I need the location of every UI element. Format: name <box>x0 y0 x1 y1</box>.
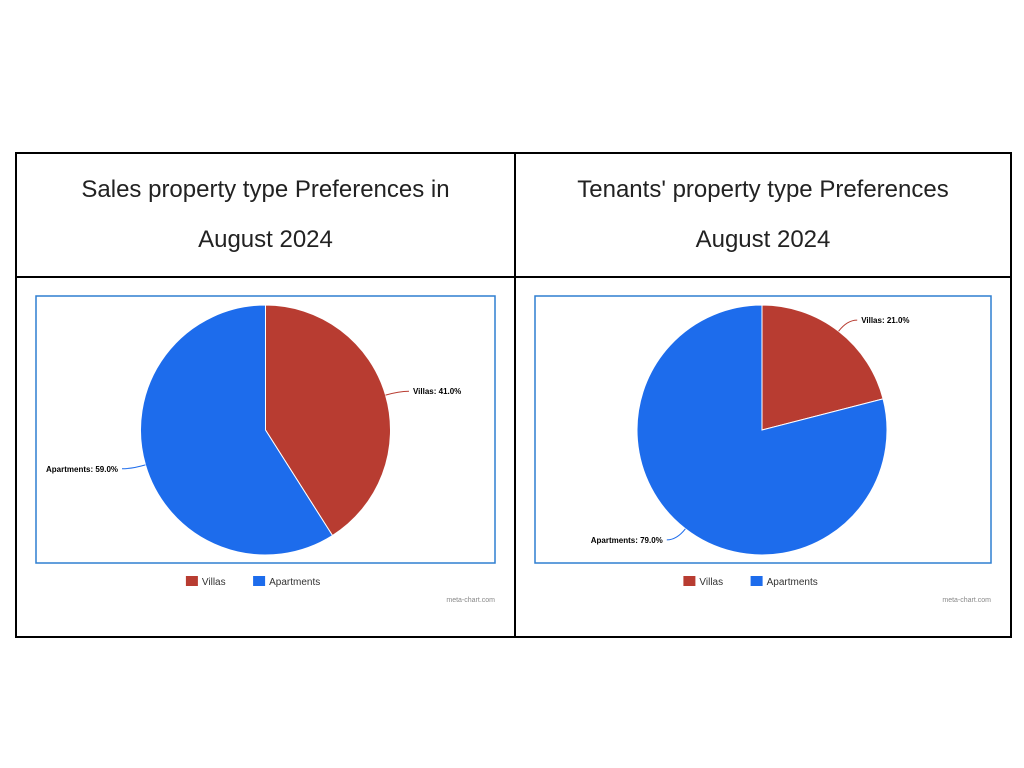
sales-data-label-villas: Villas: 41.0% <box>413 387 461 396</box>
sales-connector-apartments <box>122 464 146 470</box>
sales-pie-chart: Villas: 41.0% Apartments: 59.0% Villas Apar… <box>35 295 496 604</box>
sales-plot-frame <box>35 295 496 564</box>
tenants-title-cell: Tenants' property type Preferences Augus… <box>516 154 1010 276</box>
tenants-credit-text: meta-chart.com <box>942 597 991 604</box>
tenants-pie-chart: Villas: 21.0% Apartments: 79.0% Villas Apar… <box>534 295 992 604</box>
sales-data-label-apartments: Apartments: 59.0% <box>46 465 118 474</box>
sales-credit-text: meta-chart.com <box>446 597 495 604</box>
sales-title-line1: Sales property type Preferences in <box>81 176 450 203</box>
sales-chart-cell: Villas: 41.0% Apartments: 59.0% Villas Apar… <box>17 278 514 636</box>
row-divider <box>17 276 1010 278</box>
sales-connector-villas <box>385 390 409 396</box>
tenants-data-label-villas: Villas: 21.0% <box>861 316 909 325</box>
sales-slice-villas <box>265 304 391 537</box>
sales-title-line2: August 2024 <box>198 226 333 253</box>
tenants-slice-apartments <box>636 304 888 556</box>
tenants-plot-frame <box>534 295 992 564</box>
tenants-title-line1: Tenants' property type Preferences <box>577 176 949 203</box>
column-divider <box>514 154 516 636</box>
sales-legend-label-apartments: Apartments <box>269 577 320 588</box>
sales-chart-title: Sales property type Preferences in Augus… <box>81 165 449 265</box>
tenants-title-line2: August 2024 <box>695 226 831 253</box>
tenants-legend-swatch-apartments <box>750 576 763 586</box>
sales-legend-swatch-villas <box>185 576 198 586</box>
tenants-connector-villas <box>838 319 858 332</box>
sales-title-cell: Sales property type Preferences in Augus… <box>17 154 514 276</box>
tenants-connector-apartments <box>666 528 686 541</box>
tenants-chart-title: Tenants' property type Preferences Augus… <box>577 165 948 265</box>
comparison-table: Sales property type Preferences in Augus… <box>15 152 1012 638</box>
sales-legend-swatch-apartments <box>253 576 266 586</box>
tenants-legend-label-apartments: Apartments <box>767 577 818 588</box>
tenants-legend-label-villas: Villas <box>699 577 723 588</box>
tenants-legend-swatch-villas <box>683 576 696 586</box>
sales-legend-label-villas: Villas <box>202 577 226 588</box>
tenants-data-label-apartments: Apartments: 79.0% <box>591 536 663 545</box>
tenants-chart-cell: Villas: 21.0% Apartments: 79.0% Villas Apar… <box>516 278 1010 636</box>
